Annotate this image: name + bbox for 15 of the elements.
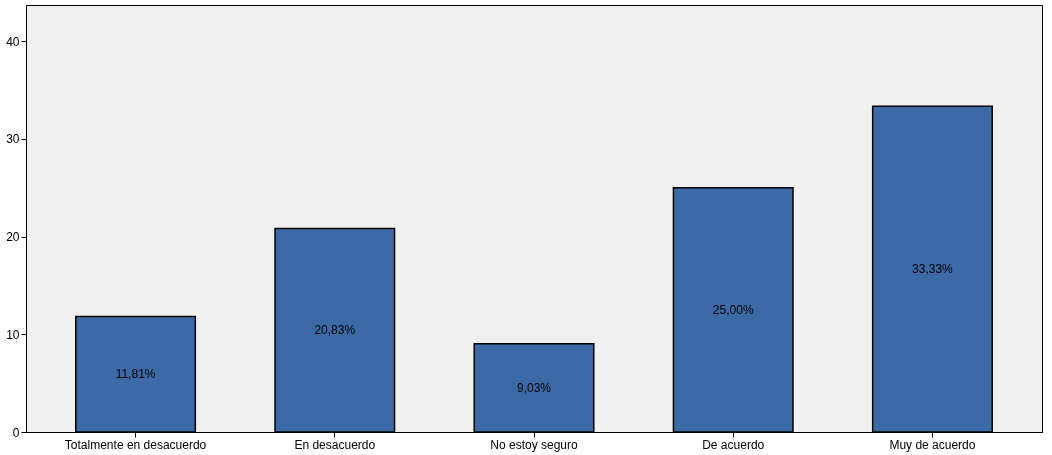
x-tick-label: Totalmente en desacuerdo xyxy=(64,437,207,452)
y-tick-label: 0 xyxy=(12,425,20,440)
x-tick-label: No estoy seguro xyxy=(490,437,579,452)
y-tick-label: 40 xyxy=(6,34,20,49)
x-tick-label: De acuerdo xyxy=(702,437,765,452)
data-label: 33,33% xyxy=(912,262,954,277)
data-label: 25,00% xyxy=(712,302,754,317)
x-tick-label: En desacuerdo xyxy=(294,437,376,452)
y-tick-label: 20 xyxy=(6,230,20,245)
y-tick-label: 30 xyxy=(6,132,20,147)
data-label: 11,81% xyxy=(115,367,156,382)
data-label: 20,83% xyxy=(314,323,356,338)
x-tick-label: Muy de acuerdo xyxy=(889,437,976,452)
data-label: 9,03% xyxy=(516,380,552,395)
y-tick-label: 10 xyxy=(6,327,20,342)
